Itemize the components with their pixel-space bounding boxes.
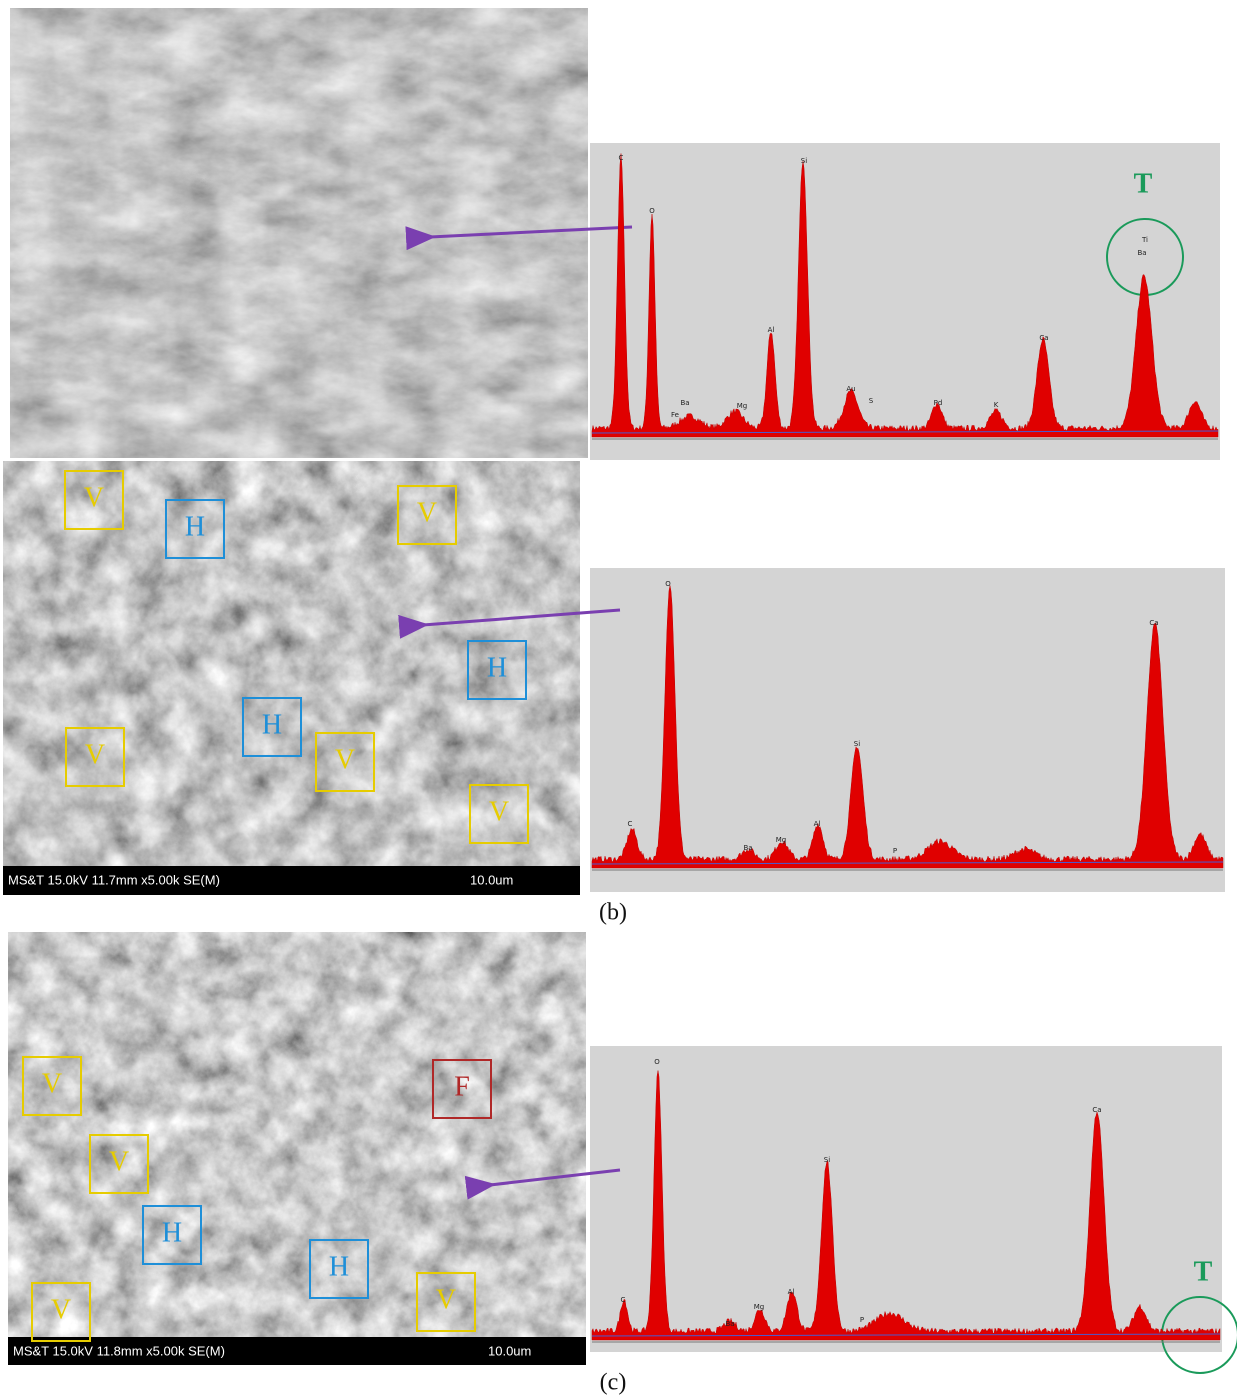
spectrum-bg	[590, 568, 1225, 892]
region-label: H	[262, 709, 282, 740]
peak-label: Ba	[725, 1320, 734, 1328]
region-label: V	[85, 739, 105, 770]
peak-label: O	[649, 207, 655, 215]
peak-label: Ca	[1092, 1106, 1101, 1114]
peak-label: Ba	[743, 844, 752, 852]
region-label: F	[454, 1071, 470, 1102]
page: {"panels": [ {"spectrum_labels": ["C", "…	[0, 0, 1237, 1400]
region-label: V	[51, 1294, 71, 1325]
peak-label: Ca	[1039, 334, 1048, 342]
peak-label: Pd	[934, 399, 943, 407]
peak-label: O	[665, 580, 671, 588]
peak-label: Mg	[754, 1303, 764, 1311]
peak-label: Ba	[1137, 249, 1146, 257]
peak-label: S	[869, 397, 874, 405]
caption: (c)	[600, 1370, 627, 1396]
peak-label: Mg	[737, 402, 747, 410]
figure: MS&T 15.0kV 11.7mm x5.00k SE(M) 10.0um M…	[0, 0, 1237, 1400]
caption: (b)	[599, 900, 627, 926]
peak-label: Fe	[671, 411, 679, 419]
peak-label: C	[628, 820, 633, 828]
region-label: V	[436, 1284, 456, 1315]
sem-info: MS&T 15.0kV 11.8mm x5.00k SE(M)	[13, 1343, 225, 1358]
peak-label: C	[619, 154, 624, 162]
region-label: V	[335, 744, 355, 775]
region-label: V	[489, 796, 509, 827]
scale-label: 10.0um	[488, 1343, 531, 1358]
spectrum-bg	[590, 1046, 1222, 1352]
peak-label: Mg	[776, 836, 786, 844]
body: MS&T 15.0kV 11.7mm x5.00k SE(M) 10.0um M…	[0, 0, 1237, 1400]
marker-label: T	[1194, 1256, 1213, 1287]
peak-label: P	[893, 847, 897, 855]
spectrum-bg	[590, 143, 1220, 460]
peak-label: Al	[814, 820, 821, 828]
region-label: V	[417, 497, 437, 528]
peak-label: Al	[768, 326, 775, 334]
peak-label: O	[654, 1058, 660, 1066]
peak-label: Ca	[1149, 619, 1158, 627]
region-label: H	[487, 652, 507, 683]
region-label: V	[109, 1146, 129, 1177]
peak-label: K	[994, 401, 999, 409]
peak-label: Ba	[680, 399, 689, 407]
peak-label: Au	[846, 385, 855, 393]
peak-label: Al	[788, 1288, 795, 1296]
peak-label: P	[860, 1316, 864, 1324]
peak-label: Ti	[1141, 236, 1148, 244]
scale-label: 10.0um	[470, 872, 513, 887]
region-label: H	[185, 511, 205, 542]
region-label: H	[162, 1217, 182, 1248]
peak-label: Si	[854, 740, 860, 748]
peak-label: Si	[801, 157, 807, 165]
region-label: V	[42, 1068, 62, 1099]
marker-label: T	[1134, 168, 1153, 199]
region-label: V	[84, 482, 104, 513]
region-label: H	[329, 1251, 349, 1282]
peak-label: Si	[824, 1156, 830, 1164]
sem-info: MS&T 15.0kV 11.7mm x5.00k SE(M)	[8, 872, 220, 887]
peak-label: C	[621, 1296, 626, 1304]
